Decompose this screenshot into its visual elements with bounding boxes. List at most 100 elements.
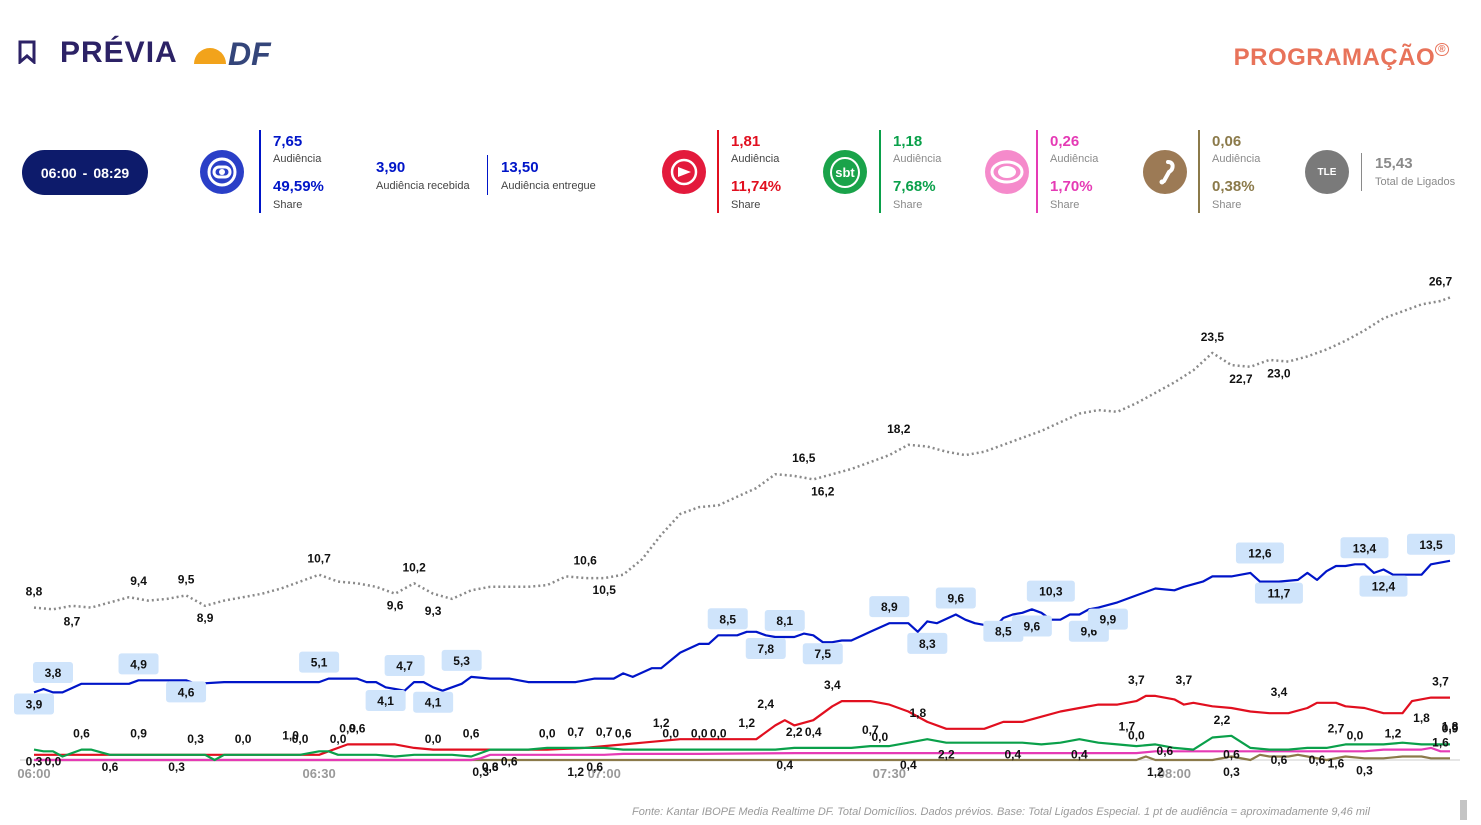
data-label: 0,7 xyxy=(567,725,584,739)
band-divider xyxy=(1036,130,1038,213)
data-label-box xyxy=(413,691,454,713)
data-label: 0,0 xyxy=(45,755,62,769)
data-label-box xyxy=(118,653,159,675)
data-label: 0,6 xyxy=(615,727,632,741)
data-label: 22,7 xyxy=(1229,372,1253,386)
data-label: 3,7 xyxy=(1176,673,1193,687)
data-label: 23,0 xyxy=(1267,367,1291,381)
sbt-share-value: 7,68% xyxy=(893,178,936,195)
data-label: 0,0 xyxy=(539,727,556,741)
sbt-audiencia-label: Audiência xyxy=(893,153,942,165)
data-label: 12,6 xyxy=(1248,546,1272,560)
scrollbar-handle[interactable] xyxy=(1460,800,1467,820)
record-share-value: 11,74% xyxy=(731,178,782,195)
x-tick-label: 06:30 xyxy=(302,766,335,781)
band-logo-icon[interactable] xyxy=(985,150,1029,194)
data-label: 8,3 xyxy=(919,637,936,651)
data-label: 0,7 xyxy=(596,725,613,739)
other-audiencia-value: 0,06 xyxy=(1212,133,1242,150)
data-label: 10,6 xyxy=(574,553,598,567)
sbt-logo-icon[interactable]: sbt xyxy=(823,150,867,194)
data-label: 2,2 xyxy=(938,748,955,762)
data-label: 0,6 xyxy=(1157,744,1174,758)
data-label: 0,0 xyxy=(871,730,888,744)
data-label: 0,3 xyxy=(187,732,204,746)
other-share-value: 0,38% xyxy=(1212,178,1255,195)
data-label-box xyxy=(1254,582,1303,604)
data-label: 1,2 xyxy=(653,716,670,730)
tle-value: 15,43 xyxy=(1375,155,1413,172)
data-label: 9,3 xyxy=(425,604,442,618)
globo-divider xyxy=(259,130,261,213)
df-logo-text: DF xyxy=(228,36,271,72)
data-label: 0,6 xyxy=(1309,753,1326,767)
data-label: 0,6 xyxy=(1271,753,1288,767)
data-label: 7,5 xyxy=(814,647,831,661)
data-label: 0,6 xyxy=(463,727,480,741)
data-label: 0,0 xyxy=(1128,728,1145,742)
globo-audiencia-value: 7,65 xyxy=(273,133,303,150)
data-label-box xyxy=(1406,533,1455,555)
data-label: 2,7 xyxy=(1328,721,1345,735)
data-label-box xyxy=(764,610,805,632)
data-label: 16,5 xyxy=(792,451,816,465)
x-tick-label: 06:00 xyxy=(17,766,50,781)
series-line-globo xyxy=(33,559,1451,694)
data-label: 0,4 xyxy=(1071,748,1088,762)
bookmark-icon[interactable] xyxy=(18,40,36,69)
series-line-band xyxy=(34,746,1450,762)
data-label: 5,1 xyxy=(311,656,328,670)
data-label-box xyxy=(1235,542,1284,564)
globo-entregue-divider xyxy=(487,155,488,195)
data-label: 0,6 xyxy=(73,727,90,741)
globo-logo-icon[interactable] xyxy=(200,150,244,194)
data-label-box xyxy=(365,689,406,711)
data-label-box xyxy=(441,649,482,671)
data-label: 8,9 xyxy=(197,611,214,625)
tle-icon[interactable]: TLE xyxy=(1305,150,1349,194)
data-label: 8,9 xyxy=(881,600,898,614)
band-share-label: Share xyxy=(1050,199,1080,211)
data-label: 9,4 xyxy=(130,574,147,588)
x-tick-label: 07:30 xyxy=(873,766,906,781)
data-label: 0,3 xyxy=(1356,763,1373,777)
data-label-box xyxy=(1340,537,1389,559)
data-label: 12,4 xyxy=(1372,580,1396,594)
data-label: 0,0 xyxy=(235,732,252,746)
globo-recebida-label: Audiência recebida xyxy=(376,180,470,192)
source-footnote: Fonte: Kantar IBOPE Media Realtime DF. T… xyxy=(632,806,1370,818)
data-label: 4,7 xyxy=(396,659,413,673)
time-start: 06:00 xyxy=(40,164,77,181)
data-label: 1,7 xyxy=(1119,720,1136,734)
data-label-box xyxy=(869,596,910,618)
data-label: 8,7 xyxy=(64,614,81,628)
data-label: 3,4 xyxy=(1271,685,1288,699)
data-label: 1,0 xyxy=(282,728,299,742)
time-range-button[interactable]: 06:00 - 08:29 xyxy=(22,150,148,195)
data-label: 0,7 xyxy=(862,723,879,737)
data-label-box xyxy=(299,651,340,673)
other-logo-icon[interactable] xyxy=(1143,150,1187,194)
data-label: 0,3 xyxy=(168,760,185,774)
record-logo-icon[interactable] xyxy=(662,150,706,194)
record-share-label: Share xyxy=(731,199,761,211)
audience-line-chart[interactable]: 06:00 06:30 07:00 07:30 08:00 8,8 8,7 9,4 9,5 8,9… xyxy=(0,240,1481,785)
data-label: 0,3 xyxy=(1223,765,1240,779)
data-label: 1,8 xyxy=(909,706,926,720)
data-label: 11,7 xyxy=(1268,587,1291,601)
data-label: 4,6 xyxy=(178,685,195,699)
data-label: 26,7 xyxy=(1429,275,1453,289)
data-label: 10,3 xyxy=(1039,585,1063,599)
data-label: 2,2 xyxy=(786,725,803,739)
tle-divider xyxy=(1361,153,1362,191)
data-label: 10,7 xyxy=(307,552,331,566)
record-divider xyxy=(717,130,719,213)
data-label: 1,8 xyxy=(1413,711,1430,725)
data-label: 0,9 xyxy=(1442,721,1459,735)
data-label: 0,0 xyxy=(691,727,708,741)
tle-icon-text: TLE xyxy=(1317,166,1337,178)
df-logo xyxy=(192,40,292,73)
data-label: 1,8 xyxy=(1442,720,1459,734)
programacao-link[interactable]: PROGRAMAÇÃO ® xyxy=(1234,43,1449,72)
data-label-box xyxy=(1359,575,1408,597)
